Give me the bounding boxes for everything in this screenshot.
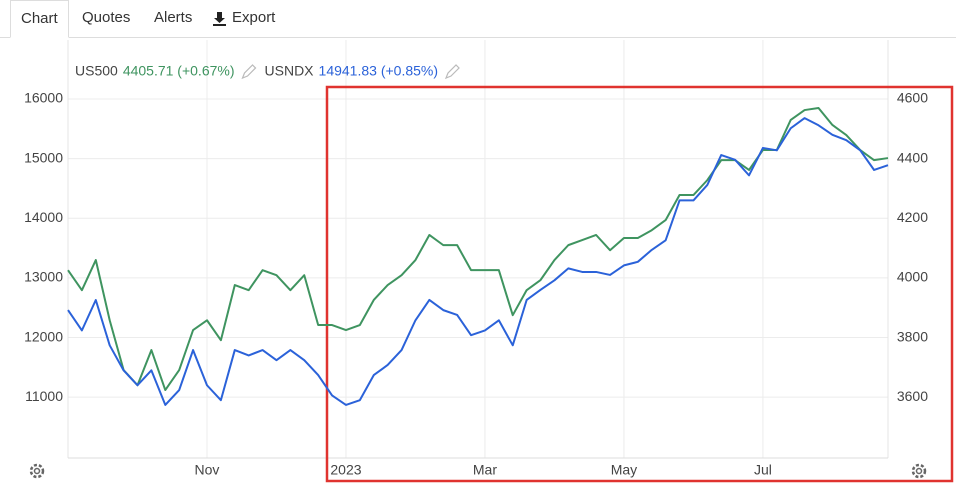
legend-quote: 4405.71 (+0.67%) <box>123 63 235 79</box>
edit-icon[interactable] <box>444 64 460 80</box>
settings-icon-right[interactable] <box>911 463 927 479</box>
tab-export[interactable]: Export <box>232 9 276 26</box>
x-tick-label: May <box>611 462 637 478</box>
y-tick-label: 11000 <box>25 388 63 404</box>
tab-quotes[interactable]: Quotes <box>82 9 131 26</box>
highlight-box <box>325 85 954 483</box>
y2-tick-label: 4200 <box>897 209 928 225</box>
series-line <box>67 106 889 392</box>
y-tick-label: 16000 <box>24 90 63 106</box>
y2-tick-label: 4600 <box>897 90 928 106</box>
legend: US500 4405.71 (+0.67%) USNDX 14941.83 (+0.8… <box>75 63 460 80</box>
tab-alerts[interactable]: Alerts <box>154 9 193 26</box>
y-tick-label: 14000 <box>24 209 63 225</box>
settings-icon-left[interactable] <box>29 463 45 479</box>
legend-name: US500 <box>75 63 118 79</box>
y2-tick-label: 3800 <box>897 328 928 344</box>
y-tick-label: 15000 <box>24 149 63 165</box>
y2-tick-label: 3600 <box>897 388 928 404</box>
series-line <box>67 117 889 406</box>
y2-tick-label: 4000 <box>897 269 928 285</box>
x-tick-label: Nov <box>195 462 220 478</box>
legend-name: USNDX <box>265 63 315 79</box>
legend-quote: 14941.83 (+0.85%) <box>319 63 438 79</box>
y2-tick-label: 4400 <box>897 149 928 165</box>
tab-chart[interactable]: Chart <box>10 0 69 38</box>
x-tick-label: 2023 <box>330 462 361 478</box>
y-tick-label: 12000 <box>24 328 63 344</box>
tab-bar: Chart Quotes Alerts Export <box>0 0 956 38</box>
export-icon <box>213 12 226 26</box>
x-tick-label: Jul <box>754 462 772 478</box>
y-tick-label: 13000 <box>24 269 63 285</box>
x-tick-label: Mar <box>473 462 497 478</box>
edit-icon[interactable] <box>241 64 257 80</box>
